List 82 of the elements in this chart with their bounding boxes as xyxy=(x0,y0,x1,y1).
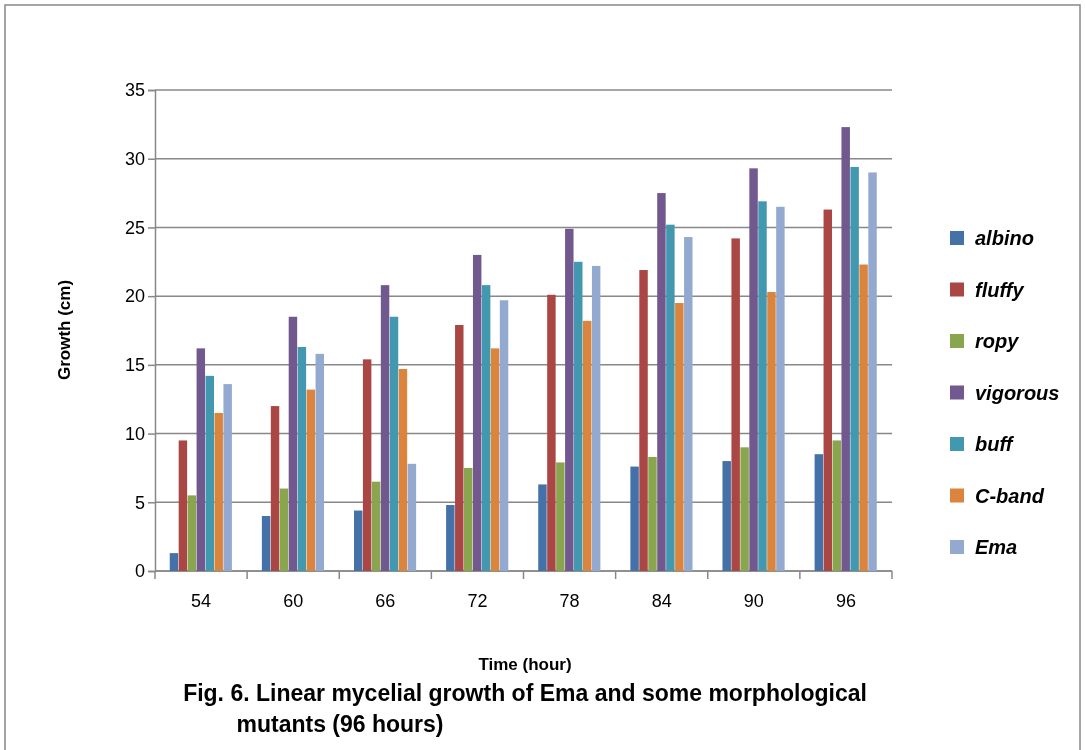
bar xyxy=(205,375,214,571)
bar xyxy=(499,300,509,571)
bar xyxy=(455,325,464,571)
bar xyxy=(407,463,417,571)
bar xyxy=(565,228,574,571)
bar xyxy=(270,406,280,571)
bar xyxy=(389,316,399,571)
bar xyxy=(859,264,868,571)
bar xyxy=(169,553,179,571)
bar xyxy=(722,461,731,571)
bar xyxy=(666,224,675,571)
bar xyxy=(582,320,592,571)
bar xyxy=(279,488,289,571)
bar xyxy=(850,166,859,571)
bar xyxy=(196,348,206,571)
bar xyxy=(630,466,639,571)
bar xyxy=(464,467,473,571)
bar xyxy=(832,440,841,571)
bar xyxy=(574,261,583,571)
x-tick-label: 72 xyxy=(467,591,488,611)
y-tick-label: 10 xyxy=(124,423,145,444)
bar xyxy=(776,206,785,571)
x-tick-label: 54 xyxy=(191,591,212,611)
bar xyxy=(371,481,381,571)
bar xyxy=(261,516,271,571)
bar xyxy=(767,292,776,571)
bar xyxy=(472,254,482,571)
bar xyxy=(538,484,547,571)
legend-label: Ema xyxy=(975,536,1018,558)
x-tick-label: 90 xyxy=(743,591,764,611)
y-tick-label: 30 xyxy=(124,148,145,169)
bar xyxy=(362,359,372,571)
bar xyxy=(214,412,223,571)
bar xyxy=(591,265,601,571)
bar xyxy=(639,270,648,571)
y-tick-label: 15 xyxy=(124,355,145,376)
bar xyxy=(481,285,491,571)
bar xyxy=(297,346,307,571)
y-tick-label: 5 xyxy=(134,492,145,513)
x-tick-label: 84 xyxy=(651,591,672,611)
x-axis-title: Time (hour) xyxy=(478,655,572,674)
y-tick-label: 35 xyxy=(124,80,145,101)
x-tick-label: 78 xyxy=(559,591,580,611)
x-tick-label: 60 xyxy=(283,591,304,611)
bar xyxy=(306,389,316,571)
bar xyxy=(823,209,833,571)
bar xyxy=(868,172,877,571)
legend-label: buff xyxy=(975,433,1015,455)
bar xyxy=(547,294,556,571)
bar xyxy=(841,127,850,571)
legend-label: albino xyxy=(975,227,1034,249)
bar xyxy=(398,368,408,571)
bar xyxy=(223,384,232,571)
bar xyxy=(178,440,188,571)
bar xyxy=(288,316,298,571)
bar xyxy=(684,237,693,571)
bar xyxy=(315,353,325,571)
bar xyxy=(490,348,500,571)
bar xyxy=(187,495,197,571)
y-tick-label: 20 xyxy=(124,286,145,307)
y-axis-title: Growth (cm) xyxy=(55,279,74,381)
x-tick-label: 66 xyxy=(375,591,396,611)
bar xyxy=(814,454,824,571)
bar xyxy=(446,505,455,571)
bar xyxy=(657,193,666,571)
bar xyxy=(648,456,657,571)
bar xyxy=(380,285,390,571)
legend-label: C-band xyxy=(975,484,1045,507)
bar xyxy=(353,510,363,571)
legend-label: ropy xyxy=(975,330,1020,352)
bar xyxy=(731,238,740,571)
bar xyxy=(556,462,565,571)
text: Fig. 6. Linear mycelial growth of Ema and some morphological mutants (96 hours) xyxy=(183,680,867,737)
legend-label: fluffy xyxy=(975,278,1025,301)
legend-label: vigorous xyxy=(975,381,1060,404)
x-tick-label: 96 xyxy=(835,591,856,611)
bar xyxy=(740,447,749,571)
bar xyxy=(749,168,758,571)
bar xyxy=(675,303,684,571)
y-tick-label: 25 xyxy=(124,217,145,238)
y-tick-label: 0 xyxy=(134,561,145,582)
bar xyxy=(758,201,767,571)
